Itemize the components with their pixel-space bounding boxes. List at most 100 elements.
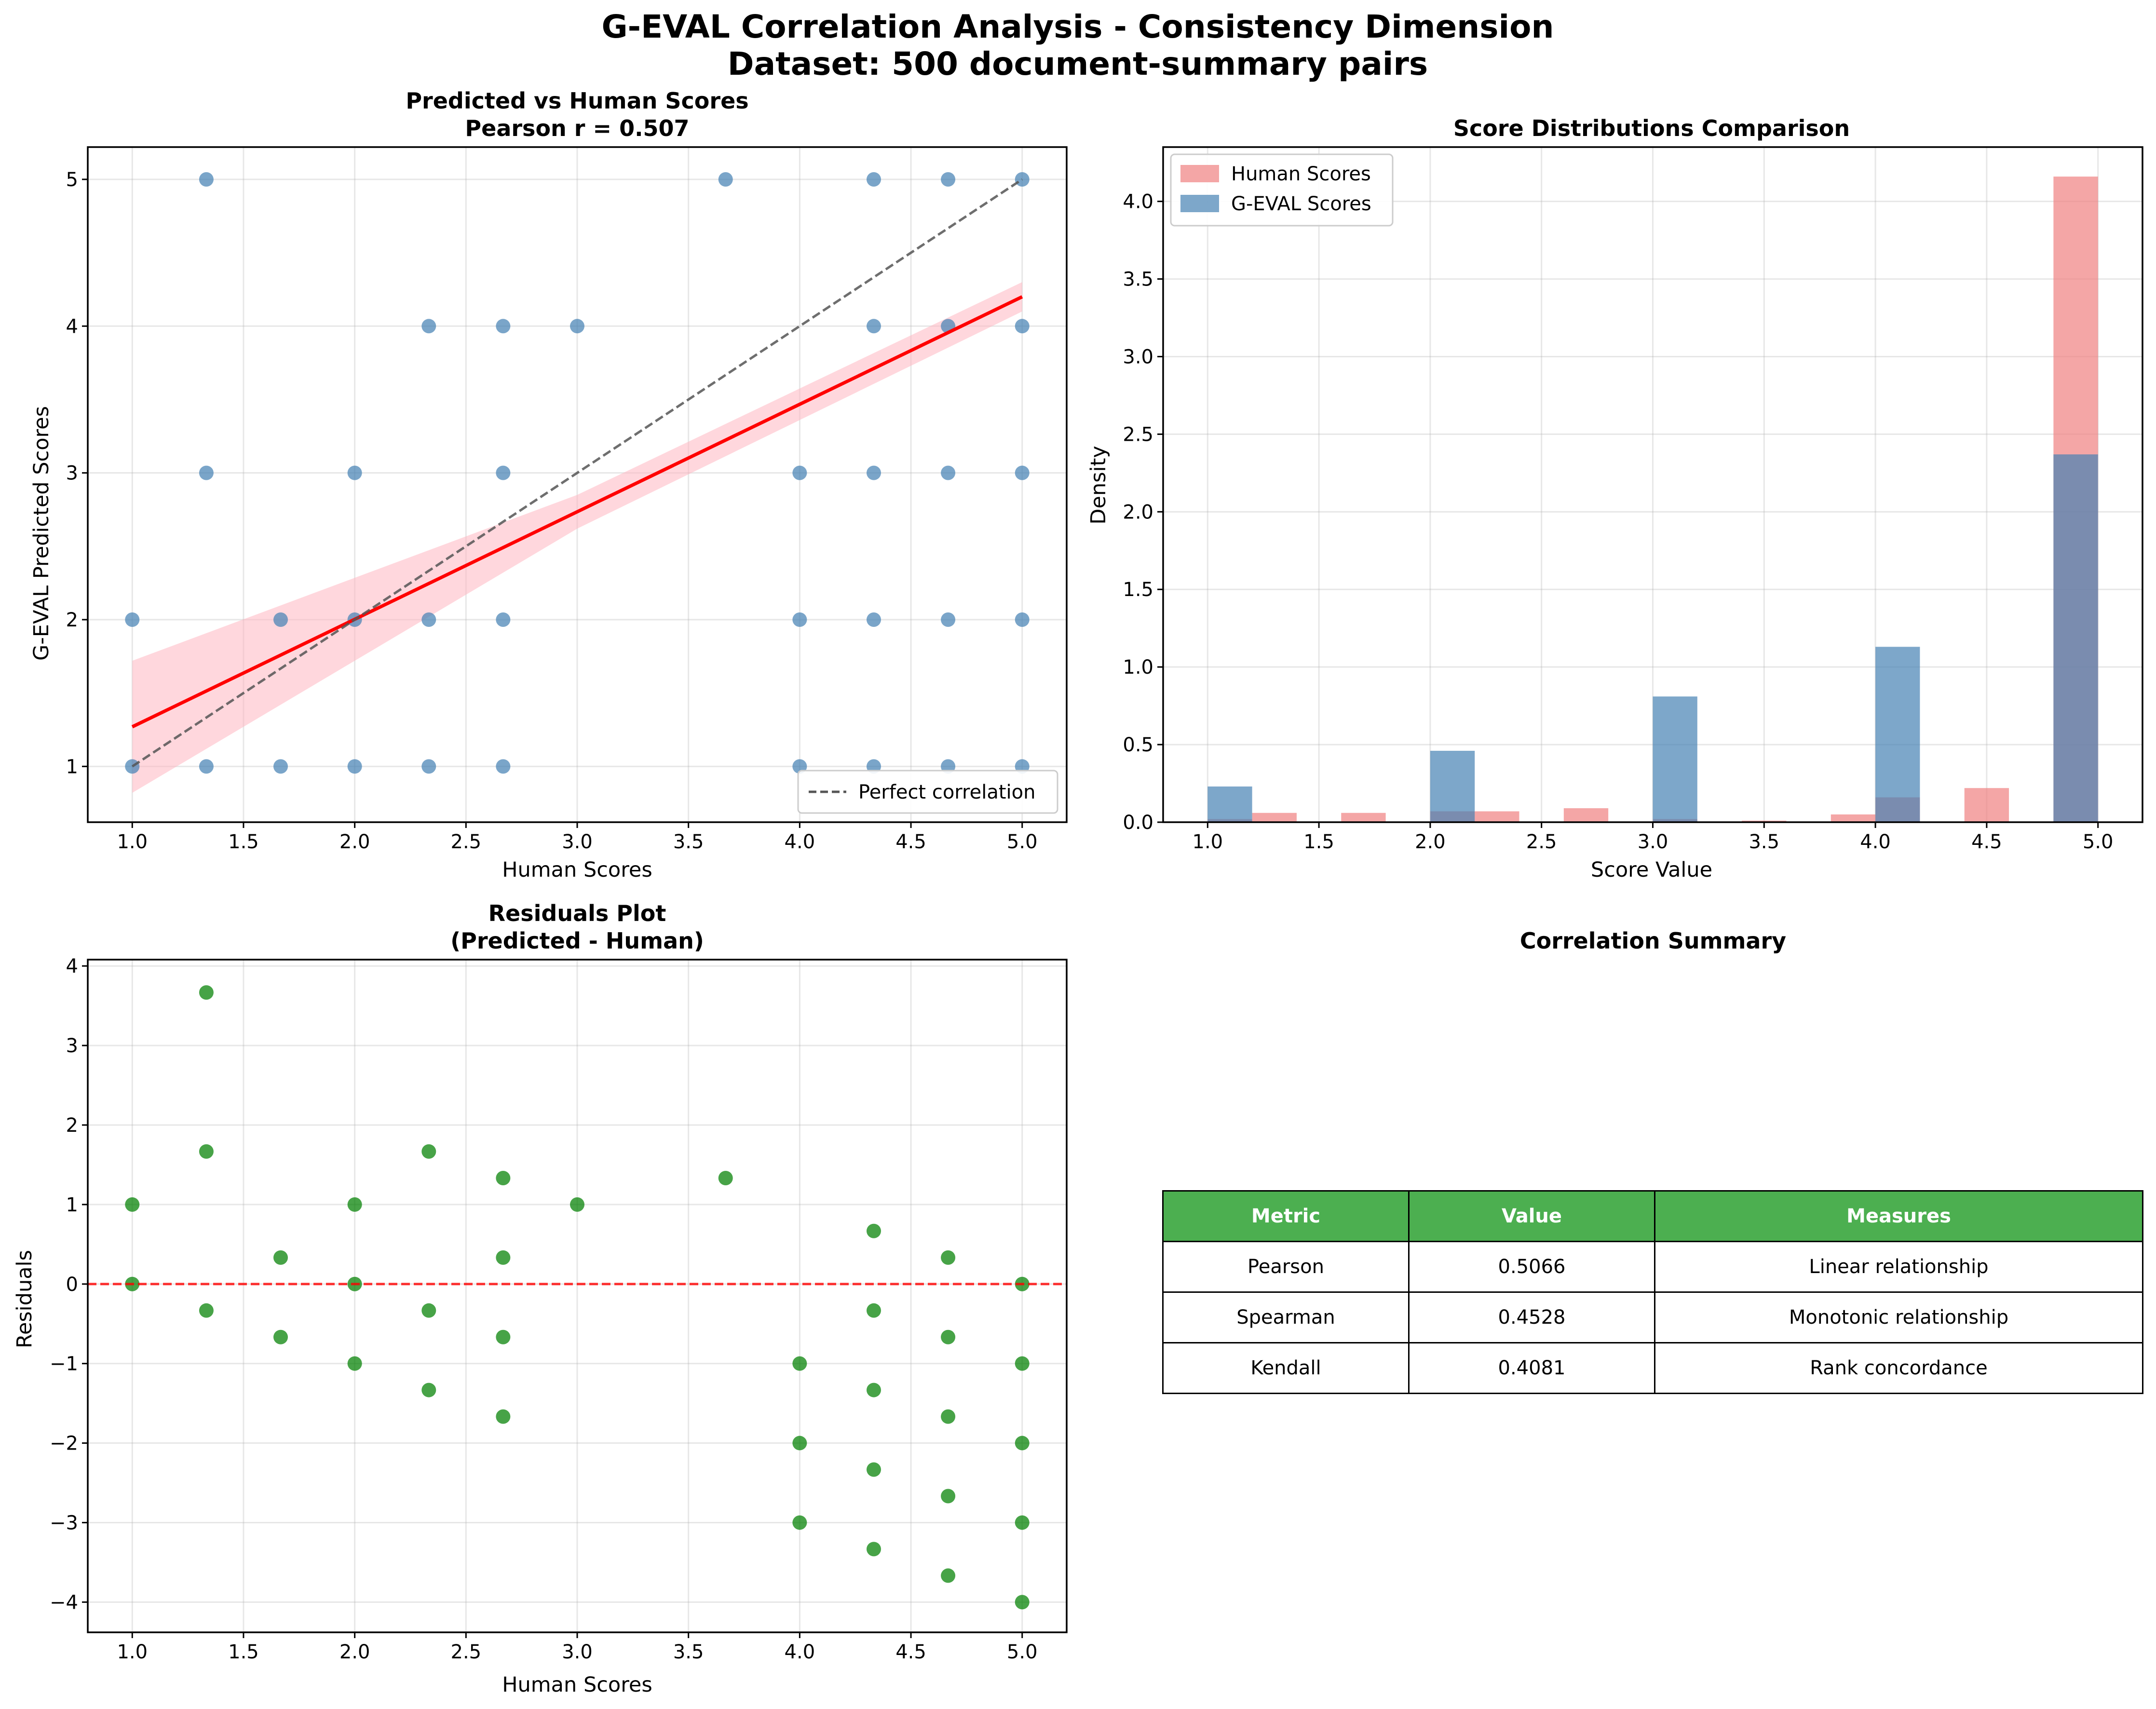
regression-line	[131, 295, 1023, 729]
residuals-x-tick-label: 1.5	[228, 1641, 259, 1663]
residual-point	[421, 1144, 436, 1159]
geval-histogram-bar	[1430, 750, 1475, 822]
residual-point	[941, 1409, 956, 1424]
histogram-panel: Score Distributions Comparison Score Val…	[1086, 115, 2143, 882]
data-point	[792, 465, 807, 480]
scatter-y-tick-label: 2	[66, 609, 78, 631]
scatter-y-tick-label: 1	[66, 756, 78, 778]
residual-point	[1015, 1436, 1030, 1451]
residual-point	[866, 1303, 881, 1318]
table-header-row: Metric Value Measures	[1162, 1190, 2143, 1242]
legend-swatch-human	[1180, 165, 1219, 182]
residual-point	[866, 1383, 881, 1397]
residual-point	[199, 1303, 214, 1318]
residuals-y-tick-label: 1	[66, 1194, 78, 1216]
residual-point	[421, 1303, 436, 1318]
human-histogram-bar	[1964, 788, 2009, 822]
residuals-y-tick-label: −2	[50, 1433, 78, 1455]
cell-measures: Linear relationship	[1654, 1241, 2143, 1293]
data-point	[199, 759, 214, 774]
column-header-measures: Measures	[1654, 1190, 2143, 1242]
legend-swatch-geval	[1180, 195, 1219, 212]
cell-measures: Monotonic relationship	[1654, 1291, 2143, 1343]
data-point	[125, 612, 140, 627]
data-point	[496, 465, 511, 480]
data-point	[1015, 319, 1030, 334]
scatter-x-tick-label: 1.0	[117, 831, 148, 853]
histogram-y-axis-label: Density	[1086, 446, 1111, 524]
histogram-y-tick-label: 1.0	[1123, 656, 1153, 678]
data-point	[347, 465, 362, 480]
geval-histogram-bar	[1653, 696, 1697, 822]
confidence-band	[132, 282, 1022, 793]
scatter-x-tick-label: 4.0	[785, 831, 815, 853]
histogram-x-tick-label: 1.5	[1303, 831, 1334, 853]
residual-point	[496, 1250, 511, 1265]
scatter-x-tick-label: 3.0	[562, 831, 593, 853]
residual-point	[347, 1356, 362, 1371]
geval-histogram-bar	[1207, 786, 1252, 822]
figure-title-line1: G-EVAL Correlation Analysis - Consistenc…	[602, 8, 1554, 45]
data-point	[866, 172, 881, 187]
cell-value: 0.5066	[1408, 1241, 1655, 1293]
histogram-y-tick-label: 3.0	[1123, 346, 1153, 368]
data-point	[718, 172, 733, 187]
histogram-x-tick-label: 3.0	[1638, 831, 1668, 853]
residuals-x-tick-label: 3.0	[562, 1641, 593, 1663]
scatter-y-axis-label: G-EVAL Predicted Scores	[29, 406, 54, 661]
scatter-x-tick-label: 2.0	[339, 831, 370, 853]
human-histogram-bar	[1563, 808, 1609, 822]
residuals-axes-frame	[87, 959, 1068, 1633]
scatter-title-line1: Predicted vs Human Scores	[406, 88, 748, 114]
histogram-x-tick-label: 1.0	[1193, 831, 1223, 853]
scatter-axes-frame	[87, 146, 1068, 823]
geval-histogram-bar	[2053, 454, 2098, 822]
column-header-metric: Metric	[1162, 1190, 1410, 1242]
geval-histogram-bar	[1875, 647, 1920, 822]
legend-entry-perfect: Perfect correlation	[858, 781, 1035, 803]
residual-point	[125, 1197, 140, 1212]
table-row: Pearson 0.5066 Linear relationship	[1162, 1241, 2143, 1293]
residuals-y-axis-label: Residuals	[13, 1250, 37, 1348]
residual-point	[496, 1329, 511, 1344]
residual-point	[866, 1462, 881, 1477]
residual-point	[941, 1329, 956, 1344]
histogram-y-tick-label: 1.5	[1123, 579, 1153, 601]
data-point	[496, 759, 511, 774]
histogram-title: Score Distributions Comparison	[1453, 115, 1850, 141]
human-histogram-bar	[1252, 813, 1297, 822]
residuals-title-line2: (Predicted - Human)	[450, 928, 704, 954]
scatter-x-axis-label: Human Scores	[502, 858, 652, 882]
residuals-y-tick-label: −3	[50, 1512, 78, 1534]
histogram-y-tick-label: 2.5	[1123, 423, 1153, 446]
residuals-x-tick-label: 3.5	[673, 1641, 704, 1663]
residual-point	[1015, 1515, 1030, 1530]
histogram-x-tick-label: 4.0	[1860, 831, 1891, 853]
scatter-x-tick-label: 5.0	[1007, 831, 1038, 853]
residual-point	[792, 1515, 807, 1530]
residual-point	[866, 1223, 881, 1238]
human-histogram-bar	[1341, 813, 1386, 822]
data-point	[273, 759, 288, 774]
legend-entry-human: Human Scores	[1231, 163, 1371, 185]
correlation-summary-table: Metric Value Measures Pearson 0.5066 Lin…	[1162, 1190, 2143, 1394]
summary-title: Correlation Summary	[1520, 928, 1786, 954]
cell-metric: Spearman	[1162, 1291, 1410, 1343]
residual-point	[421, 1383, 436, 1397]
residual-point	[496, 1170, 511, 1185]
data-point	[421, 612, 436, 627]
residual-point	[1015, 1595, 1030, 1610]
residual-point	[792, 1436, 807, 1451]
residual-point	[496, 1409, 511, 1424]
residuals-panel: Residuals Plot (Predicted - Human) Human…	[13, 900, 1068, 1697]
histogram-x-tick-label: 5.0	[2083, 831, 2114, 853]
residual-point	[199, 1144, 214, 1159]
residuals-y-tick-label: 0	[66, 1274, 78, 1296]
table-row: Kendall 0.4081 Rank concordance	[1162, 1342, 2143, 1394]
scatter-panel: Predicted vs Human Scores Pearson r = 0.…	[29, 88, 1068, 882]
column-header-value: Value	[1408, 1190, 1655, 1242]
residuals-x-tick-label: 5.0	[1007, 1641, 1038, 1663]
histogram-y-tick-label: 2.0	[1123, 501, 1153, 523]
perfect-correlation-line	[131, 178, 1023, 768]
